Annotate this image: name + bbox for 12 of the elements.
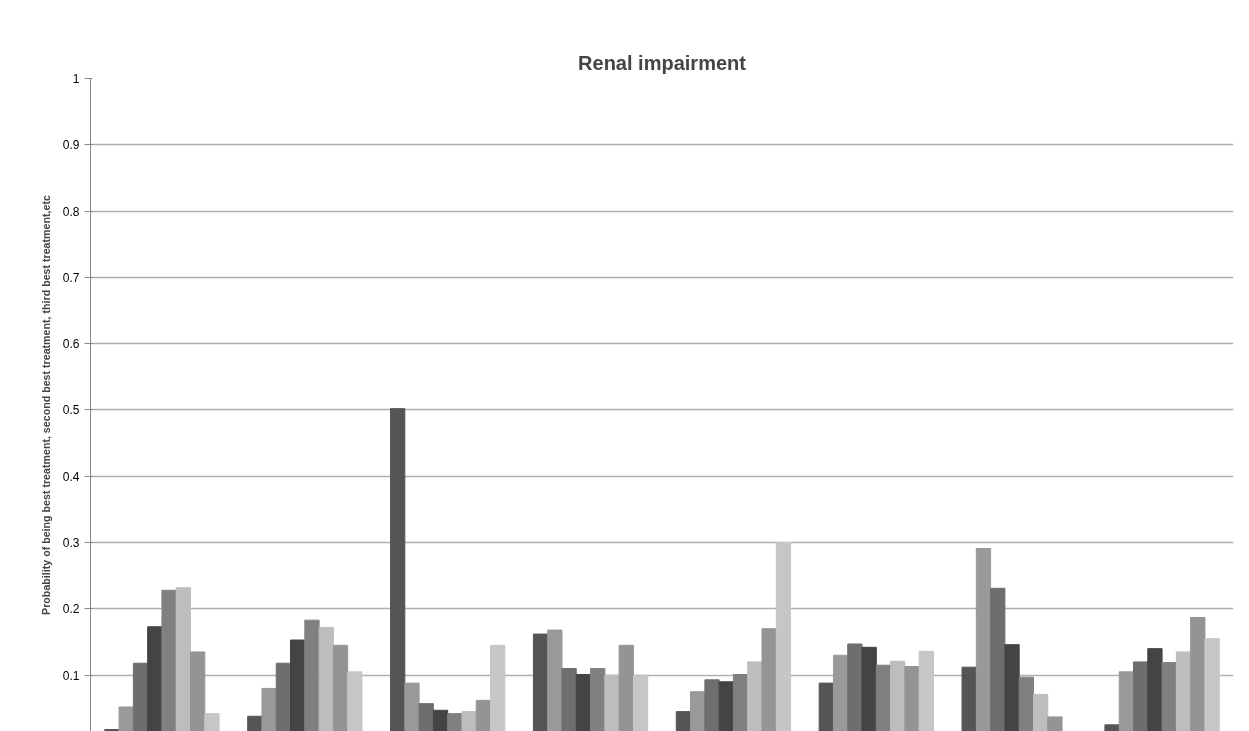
y-tick-label: 0.8	[62, 204, 80, 219]
y-tick-label: 0.9	[62, 138, 80, 153]
y-tick-label: 0.2	[62, 602, 80, 617]
y-axis-title: Probability of being best treatment, second best treatment, third best treatment,etc	[39, 195, 52, 615]
y-tick-label: 0.6	[62, 337, 80, 352]
y-tick-label: 0.1	[62, 668, 80, 683]
y-tick-label: 0.7	[62, 270, 80, 285]
y-tick-label: 0.3	[62, 536, 80, 551]
y-tick-label: 1	[72, 72, 80, 86]
y-tick-label: 0.4	[62, 469, 80, 484]
y-tick-label: 0.5	[62, 403, 80, 418]
chart-title: Renal impairment	[578, 51, 747, 74]
